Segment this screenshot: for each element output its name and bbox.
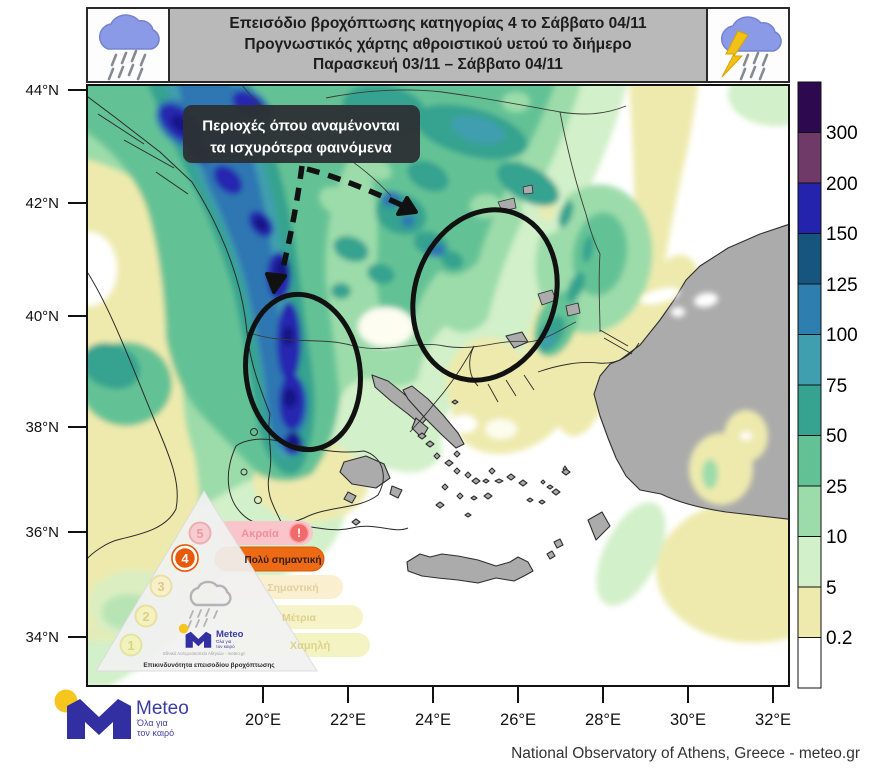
svg-text:Meteo: Meteo — [216, 629, 244, 640]
svg-text:Ακραία: Ακραία — [241, 528, 279, 540]
svg-text:Όλα για: Όλα για — [136, 718, 168, 728]
svg-text:Εθνικό Αστεροσκοπείο Αθηνών -: Εθνικό Αστεροσκοπείο Αθηνών - meteo.gr — [163, 651, 245, 656]
svg-text:5: 5 — [196, 526, 203, 541]
svg-text:5: 5 — [826, 578, 837, 599]
svg-text:4: 4 — [181, 551, 189, 566]
svg-text:0.2: 0.2 — [826, 628, 852, 649]
svg-text:Επικινδυνότητα επεισοδίου βροχ: Επικινδυνότητα επεισοδίου βροχόπτωσης — [143, 662, 275, 669]
svg-text:Χαμηλή: Χαμηλή — [290, 640, 331, 652]
svg-text:τον καιρό: τον καιρό — [137, 728, 174, 738]
svg-text:τα ισχυρότερα φαινόμενα: τα ισχυρότερα φαινόμενα — [210, 140, 392, 157]
svg-text:300: 300 — [826, 123, 858, 144]
svg-text:1: 1 — [127, 638, 134, 653]
svg-text:Μέτρια: Μέτρια — [282, 612, 317, 624]
svg-text:!: ! — [297, 526, 301, 540]
svg-text:25: 25 — [826, 477, 847, 498]
svg-text:2: 2 — [142, 609, 149, 624]
svg-text:Meteo: Meteo — [136, 698, 189, 719]
svg-text:75: 75 — [826, 376, 847, 397]
svg-text:Πολύ σημαντική: Πολύ σημαντική — [244, 555, 321, 566]
svg-text:Περιοχές όπου αναμένονται: Περιοχές όπου αναμένονται — [202, 118, 400, 135]
svg-text:100: 100 — [826, 325, 858, 346]
svg-text:Όλα για: Όλα για — [215, 639, 232, 644]
svg-text:τον καιρό: τον καιρό — [216, 643, 235, 649]
svg-text:125: 125 — [826, 275, 858, 296]
svg-text:150: 150 — [826, 224, 858, 245]
svg-text:Σημαντική: Σημαντική — [267, 582, 318, 594]
svg-text:50: 50 — [826, 426, 847, 447]
svg-text:200: 200 — [826, 174, 858, 195]
svg-text:3: 3 — [157, 579, 164, 594]
svg-text:10: 10 — [826, 527, 847, 548]
